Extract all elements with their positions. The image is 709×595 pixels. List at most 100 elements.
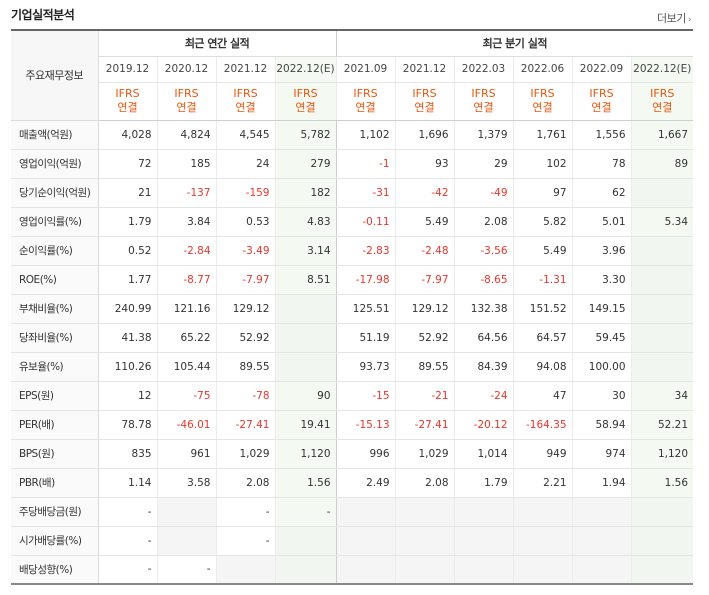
table-row: 시가배당률(%) - -: [11, 526, 694, 556]
ifrs-standard-header: IFRS 연결: [156, 82, 216, 121]
table-cell: 102: [512, 149, 573, 179]
table-cell: 1.56: [274, 468, 337, 498]
table-cell: -137: [156, 178, 216, 208]
standard-header-row: IFRS 연결 IFRS 연결 IFRS 연결 IFRS 연결 IFRS 연결 IFRS 연결 IFRS…: [11, 82, 694, 121]
table-cell: -: [215, 526, 275, 556]
table-cell: 30: [571, 380, 632, 411]
table-cell: 1,761: [512, 120, 573, 150]
table-cell: 129.12: [394, 293, 455, 324]
table-cell: 1.56: [630, 468, 694, 498]
table-cell: -75: [156, 380, 216, 411]
row-label: 매출액(억원): [11, 120, 99, 150]
ifrs-standard-header: IFRS 연결: [394, 82, 455, 121]
table-row: 부채비율(%) 240.99 121.16 129.12 125.51 129.12 132…: [11, 293, 694, 324]
table-cell: -3.49: [215, 236, 275, 266]
table-cell: 94.08: [512, 352, 573, 382]
table-cell: 1.94: [571, 468, 632, 498]
table-cell: [512, 497, 573, 527]
table-cell: 110.26: [97, 352, 157, 382]
ifrs-standard-header: IFRS 연결: [512, 82, 573, 121]
table-cell: 24: [215, 149, 275, 179]
table-cell: 47: [512, 380, 573, 411]
table-cell: [630, 323, 694, 353]
consolidation-label: 연결: [532, 101, 553, 114]
row-label: 배당성향(%): [11, 555, 99, 585]
table-cell: [453, 497, 514, 527]
row-label: 유보율(%): [11, 352, 99, 382]
table-cell: 0.53: [215, 206, 275, 237]
table-cell: [274, 352, 337, 382]
table-cell: [630, 293, 694, 324]
table-cell: -: [215, 497, 275, 527]
table-cell: -27.41: [394, 410, 455, 440]
table-cell: 3.58: [156, 468, 216, 498]
table-cell: [156, 526, 216, 556]
row-label: 당기순이익(억원): [11, 178, 99, 208]
table-cell: 2.49: [335, 468, 396, 498]
table-cell: [630, 265, 694, 295]
table-cell: [630, 352, 694, 382]
table-cell: [394, 497, 455, 527]
table-cell: 1,696: [394, 120, 455, 150]
table-cell: 129.12: [215, 293, 275, 324]
row-label: 시가배당률(%): [11, 526, 99, 556]
table-cell: -46.01: [156, 410, 216, 440]
table-cell: 240.99: [97, 293, 157, 324]
table-cell: 65.22: [156, 323, 216, 353]
table-cell: 19.41: [274, 410, 337, 440]
table-cell: 4,545: [215, 120, 275, 150]
period-header: 2022.12(E): [274, 56, 337, 83]
table-cell: 4,824: [156, 120, 216, 150]
table-cell: 1.79: [97, 206, 157, 237]
table-cell: -3.56: [453, 236, 514, 266]
table-cell: 996: [335, 439, 396, 469]
table-cell: 1,556: [571, 120, 632, 150]
table-cell: 1,102: [335, 120, 396, 150]
table-cell: 52.92: [215, 323, 275, 353]
period-header: 2021.09: [335, 56, 396, 83]
table-cell: -21: [394, 380, 455, 411]
table-cell: [453, 555, 514, 585]
table-cell: [630, 178, 694, 208]
table-cell: -20.12: [453, 410, 514, 440]
table-cell: 2.08: [215, 468, 275, 498]
table-cell: 89.55: [215, 352, 275, 382]
table-cell: 51.19: [335, 323, 396, 353]
row-label: 영업이익(억원): [11, 149, 99, 179]
table-cell: 5.34: [630, 206, 694, 237]
table-cell: [630, 236, 694, 266]
table-cell: [335, 526, 396, 556]
table-cell: 2.08: [394, 468, 455, 498]
row-label: BPS(원): [11, 439, 99, 469]
table-cell: 0.52: [97, 236, 157, 266]
table-cell: 974: [571, 439, 632, 469]
table-cell: 182: [274, 178, 337, 208]
table-cell: 5,782: [274, 120, 337, 150]
table-cell: 52.21: [630, 410, 694, 440]
table-cell: 132.38: [453, 293, 514, 324]
table-cell: -1.31: [512, 265, 573, 295]
table-cell: 1,667: [630, 120, 694, 150]
standard-label: IFRS: [471, 87, 496, 100]
period-header: 2020.12: [156, 56, 216, 83]
table-row: PER(배) 78.78 -46.01 -27.41 19.41 -15.13 -27.41…: [11, 410, 694, 440]
table-row: 영업이익률(%) 1.79 3.84 0.53 4.83 -0.11 5.49 2.08 5.8…: [11, 206, 694, 237]
table-cell: -24: [453, 380, 514, 411]
table-cell: [274, 555, 337, 585]
table-cell: -15: [335, 380, 396, 411]
table-cell: [512, 526, 573, 556]
consolidation-label: 연결: [473, 101, 494, 114]
standard-label: IFRS: [530, 87, 555, 100]
consolidation-label: 연결: [652, 101, 673, 114]
table-cell: 78: [571, 149, 632, 179]
table-cell: 1.77: [97, 265, 157, 295]
table-cell: [274, 526, 337, 556]
table-cell: 1,014: [453, 439, 514, 469]
table-cell: -8.77: [156, 265, 216, 295]
standard-label: IFRS: [412, 87, 437, 100]
table-cell: 949: [512, 439, 573, 469]
more-link[interactable]: 더보기 ›: [657, 10, 692, 26]
table-cell: 125.51: [335, 293, 396, 324]
table-cell: [571, 555, 632, 585]
table-cell: 1,379: [453, 120, 514, 150]
